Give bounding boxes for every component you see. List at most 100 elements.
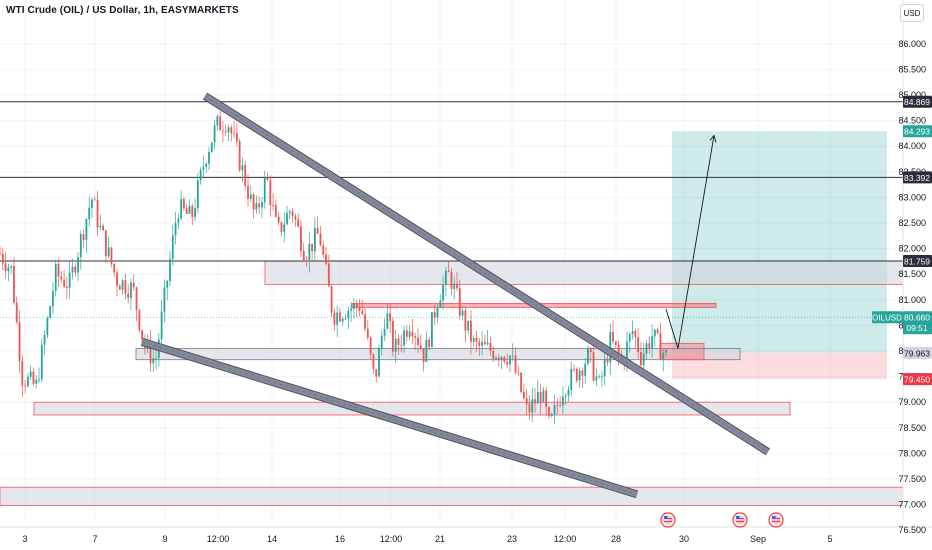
- candle-body: [417, 337, 419, 346]
- x-tick-label: 5: [827, 534, 832, 544]
- candle-body: [258, 203, 261, 208]
- label-79450-text: 79.450: [904, 375, 930, 385]
- candle-body: [191, 205, 194, 217]
- candle-body: [308, 243, 311, 262]
- x-tick-label: 14: [267, 534, 277, 544]
- candle-body: [96, 199, 99, 228]
- currency-button[interactable]: USD: [900, 4, 924, 22]
- candle-body: [575, 368, 578, 381]
- label-84869-text: 84.869: [904, 97, 930, 107]
- candle-body: [470, 320, 472, 342]
- y-tick-label: 77.000: [898, 500, 926, 510]
- candle-body: [163, 287, 166, 312]
- y-tick-label: 81.500: [898, 269, 926, 279]
- candle-body: [492, 350, 495, 359]
- candle-body: [339, 312, 341, 322]
- candle-body: [40, 344, 43, 380]
- us-flag-icon[interactable]: [660, 512, 676, 528]
- candle-body: [118, 285, 121, 290]
- zone-support-7996: [135, 348, 741, 361]
- candle-body: [43, 335, 46, 345]
- time-axis: [0, 527, 932, 550]
- candle-body: [517, 372, 520, 374]
- us-flag-icon[interactable]: [768, 512, 784, 528]
- candle-body: [503, 357, 506, 362]
- candle-body: [261, 202, 263, 208]
- y-tick-label: 76.500: [898, 525, 926, 535]
- candle-body: [286, 213, 288, 225]
- candle-body: [403, 330, 405, 346]
- candle-body: [205, 163, 208, 167]
- candle-body: [196, 180, 199, 209]
- label-84293-text: 84.293: [904, 127, 930, 137]
- candle-body: [127, 293, 130, 298]
- candle-body: [495, 357, 497, 359]
- candle-body: [436, 307, 439, 318]
- y-tick-label: 83.000: [898, 192, 926, 202]
- candle-body: [573, 368, 575, 370]
- candle-body: [350, 308, 353, 311]
- candle-body: [595, 376, 598, 381]
- candle-body: [171, 235, 174, 260]
- candle-body: [408, 331, 411, 337]
- candle-body: [104, 230, 107, 257]
- candle-body: [369, 337, 372, 355]
- candle-body: [386, 313, 389, 329]
- candle-body: [288, 211, 291, 214]
- y-tick-label: 84.500: [898, 116, 926, 126]
- candle-body: [559, 405, 562, 407]
- candle-body: [319, 233, 322, 246]
- label-81759-bg: [903, 254, 932, 267]
- candle-body: [375, 369, 378, 377]
- candle-body: [472, 338, 475, 342]
- candle-body: [216, 116, 219, 126]
- candle-body: [60, 276, 63, 280]
- candle-body: [389, 313, 392, 321]
- candle-body: [21, 360, 24, 386]
- candle-body: [210, 142, 213, 153]
- y-tick-label: 85.500: [898, 64, 926, 74]
- candle-body: [361, 310, 364, 315]
- candle-body: [433, 312, 436, 318]
- candle-body: [589, 347, 592, 353]
- candle-body: [450, 272, 453, 289]
- candle-body: [194, 208, 196, 217]
- candle-body: [160, 311, 163, 340]
- candle-body: [130, 282, 132, 298]
- candle-body: [447, 270, 450, 273]
- candle-body: [539, 392, 542, 403]
- candle-body: [0, 253, 1, 255]
- y-tick-label: 79.000: [898, 397, 926, 407]
- candle-body: [570, 368, 573, 390]
- candle-body: [497, 357, 500, 361]
- candle-body: [330, 286, 333, 313]
- channel-upper: [202, 92, 771, 456]
- candle-body: [255, 203, 258, 210]
- candle-body: [297, 219, 300, 227]
- candle-body: [344, 318, 347, 320]
- candle-body: [587, 347, 589, 364]
- candle-body: [467, 320, 470, 331]
- candle-body: [316, 228, 319, 234]
- candle-body: [609, 331, 612, 363]
- y-tick-label: 82.500: [898, 218, 926, 228]
- x-tick-label: 21: [435, 534, 445, 544]
- candle-body: [653, 329, 656, 337]
- us-flag-icon[interactable]: [732, 512, 748, 528]
- candle-body: [366, 328, 369, 338]
- candle-body: [458, 288, 461, 316]
- candle-body: [110, 247, 113, 264]
- y-tick-label: 82.000: [898, 244, 926, 254]
- candle-body: [49, 306, 52, 318]
- candle-body: [601, 376, 603, 378]
- candle-body: [155, 357, 157, 359]
- candle-body: [263, 177, 266, 203]
- candle-body: [222, 130, 224, 132]
- candle-body: [302, 250, 305, 261]
- candle-body: [500, 357, 503, 361]
- candle-body: [208, 152, 210, 164]
- candle-body: [277, 216, 280, 223]
- candle-body: [219, 116, 222, 131]
- candle-body: [564, 395, 567, 397]
